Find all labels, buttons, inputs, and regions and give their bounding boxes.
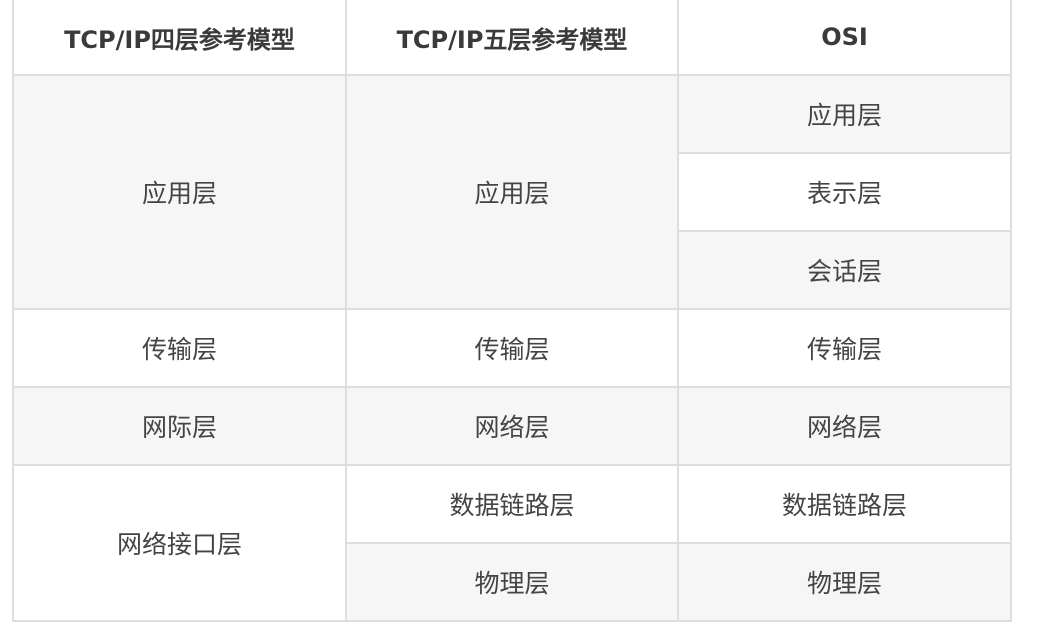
header-osi: OSI — [677, 0, 1012, 76]
cell-5-transport: 传输层 — [345, 308, 679, 388]
cell-5-network: 网络层 — [345, 386, 679, 466]
cell-4-network-interface: 网络接口层 — [12, 464, 347, 622]
table-row: 物理层 物理层 — [13, 542, 1012, 622]
header-tcpip-5: TCP/IP五层参考模型 — [345, 0, 679, 76]
cell-osi-network: 网络层 — [677, 386, 1012, 466]
table-row: 网络接口层 数据链路层 数据链路层 — [12, 464, 1012, 622]
cell-4-application: 应用层 — [12, 74, 347, 310]
cell-osi-data-link: 数据链路层 — [677, 464, 1012, 544]
cell-osi-physical: 物理层 — [677, 542, 1012, 622]
cell-osi-presentation: 表示层 — [677, 152, 1012, 232]
cell-osi-application: 应用层 — [677, 74, 1012, 154]
table-row: 表示层 — [13, 152, 1012, 232]
table-row: 应用层 应用层 应用层 — [12, 74, 1012, 310]
cell-5-application: 应用层 — [345, 74, 679, 310]
table-row: 会话层 — [13, 230, 1012, 310]
header-tcpip-4: TCP/IP四层参考模型 — [12, 0, 347, 76]
cell-5-data-link: 数据链路层 — [345, 464, 679, 544]
cell-5-physical: 物理层 — [345, 542, 679, 622]
cell-osi-session: 会话层 — [677, 230, 1012, 310]
network-model-table: TCP/IP四层参考模型 TCP/IP五层参考模型 OSI 应用层 应用层 应用… — [12, 0, 1012, 622]
cell-4-internet: 网际层 — [12, 386, 347, 466]
table-row: 传输层 传输层 传输层 — [12, 308, 1012, 388]
table-row: 网际层 网络层 网络层 — [12, 386, 1012, 466]
header-row: TCP/IP四层参考模型 TCP/IP五层参考模型 OSI — [12, 0, 1012, 76]
cell-4-transport: 传输层 — [12, 308, 347, 388]
cell-osi-transport: 传输层 — [677, 308, 1012, 388]
